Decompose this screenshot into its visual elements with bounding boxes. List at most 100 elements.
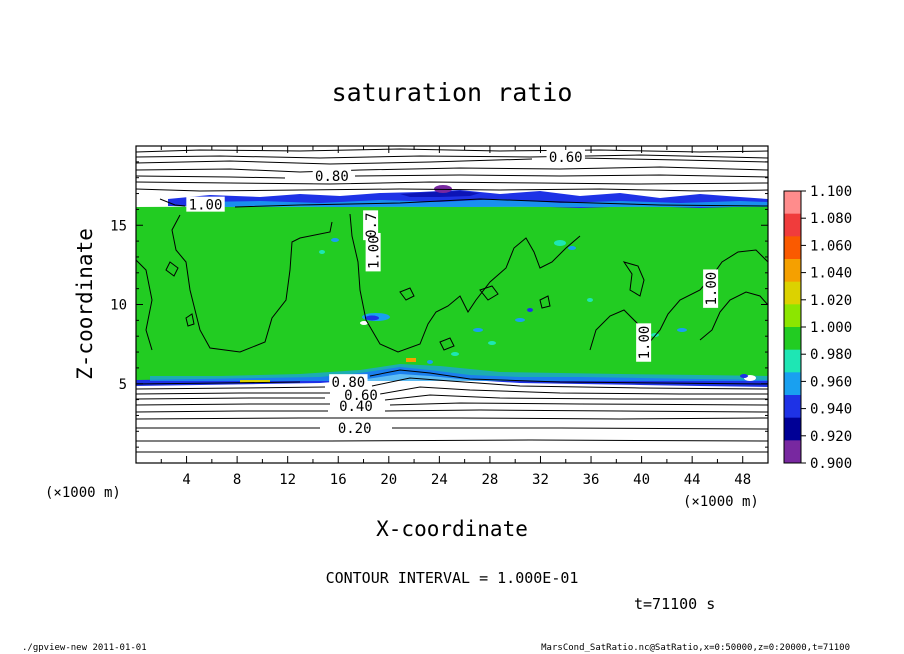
colorbar-label: 1.000 [810,320,852,336]
contour-label-bg [365,232,381,272]
y-tick-label: 10 [110,298,127,314]
yellow-patch [240,380,270,383]
contour-line [171,214,333,353]
contour-label-bg [336,397,376,413]
contour-line [136,386,768,395]
contour-label-bg [312,168,352,184]
contour-line [136,174,768,179]
chart-title: saturation ratio [332,78,573,107]
contour-label: 0.40 [339,399,373,415]
x-axis-ticks: 4 8 12 16 20 24 28 32 36 40 44 48 [160,146,751,488]
orange-patch [406,358,416,362]
contour-line [589,249,768,351]
colorbar-swatch [784,191,801,215]
x-tick-label: 8 [233,472,241,488]
contour-label-bg [703,269,719,308]
colorbar-swatch [784,213,801,237]
y-unit-label: (×1000 m) [45,485,121,501]
contour-label: 0.60 [549,150,583,166]
bottom-cyan-band [150,364,768,381]
interior-contours [136,213,768,353]
x-tick-label: 48 [734,472,751,488]
contour-label-backgrounds [186,149,719,436]
contour-line [185,313,195,327]
contour-label: 1.00 [704,272,720,306]
contour-line [479,285,499,301]
contour-label-bg [636,323,652,362]
specks [319,238,756,381]
lower-contours [136,369,768,453]
y-axis-ticks: 5 10 15 [110,161,768,448]
colorbar-swatch [784,304,801,328]
saturated-region [136,204,768,384]
contour-line [136,369,768,385]
contour-line [399,287,415,301]
colorbar: 1.100 1.080 1.060 1.040 1.020 1.000 0.980 0.960… [784,184,852,472]
contour-label: 1.00 [367,235,383,269]
contour-line [136,181,768,185]
colorbar-swatch [784,349,801,373]
contour-line [539,295,551,309]
contour-line [136,409,768,413]
colorbar-swatch [784,236,801,260]
x-tick-label: 12 [279,472,296,488]
y-axis-title: Z-coordinate [73,228,97,380]
contour-interval-text: CONTOUR INTERVAL = 1.000E-01 [326,569,579,587]
footer-left-text: ./gpview-new 2011-01-01 [22,643,147,653]
colorbar-label: 0.900 [810,456,852,472]
colorbar-label: 0.920 [810,429,852,445]
contour-label-bg [546,149,585,165]
contour-line [136,148,768,153]
contour-labels: 0.600.801.000.71.001.001.000.800.600.400… [189,150,720,437]
footer-right-text: MarsCond_SatRatio.nc@SatRatio,x=0:50000,… [541,643,850,653]
colorbar-swatch [784,440,801,464]
contour-label: 0.80 [331,375,365,391]
upper-contours [136,148,768,208]
contour-line [136,188,768,192]
contour-line [136,377,768,390]
contour-line [136,427,768,430]
contour-line [136,259,153,351]
colorbar-frame [783,190,802,464]
contour-line [159,198,768,208]
x-tick-label: 44 [684,472,701,488]
colorbar-swatch [784,372,801,396]
x-tick-label: 32 [532,472,549,488]
contour-label-bg [335,420,374,436]
contour-label-bg [186,196,225,212]
top-cyan-band [200,199,768,207]
colorbar-label: 0.980 [810,347,852,363]
contour-line [136,402,768,406]
x-tick-label: 28 [481,472,498,488]
contour-line [136,439,768,442]
contour-label: 0.7 [364,213,380,238]
colorbar-swatch [784,327,801,351]
colorbar-swatch [784,395,801,419]
colorbar-label: 1.060 [810,238,852,254]
plot-area: 0.600.801.000.71.001.001.000.800.600.400… [136,146,768,463]
top-navy-band [400,191,480,197]
x-tick-label: 24 [431,472,448,488]
colorbar-label: 1.040 [810,266,852,282]
colorbar-label: 0.960 [810,374,852,390]
colorbar-label: 0.940 [810,402,852,418]
contour-line [699,291,768,341]
x-axis-title: X-coordinate [376,517,528,541]
contour-label-bg [329,374,368,390]
contour-label: 0.20 [338,421,372,437]
contour-line [349,213,581,353]
x-tick-label: 20 [380,472,397,488]
contour-line [136,166,768,173]
x-tick-label: 36 [583,472,600,488]
colorbar-label: 1.080 [810,211,852,227]
colorbar-label: 1.020 [810,293,852,309]
colorbar-swatch [784,417,801,441]
colorbar-swatch [784,281,801,305]
contour-label: 0.80 [315,169,349,185]
contour-line [622,261,645,297]
contour-label: 1.00 [189,198,223,214]
x-unit-label: (×1000 m) [683,494,759,510]
x-tick-label: 16 [330,472,347,488]
colorbar-swatch [784,259,801,283]
